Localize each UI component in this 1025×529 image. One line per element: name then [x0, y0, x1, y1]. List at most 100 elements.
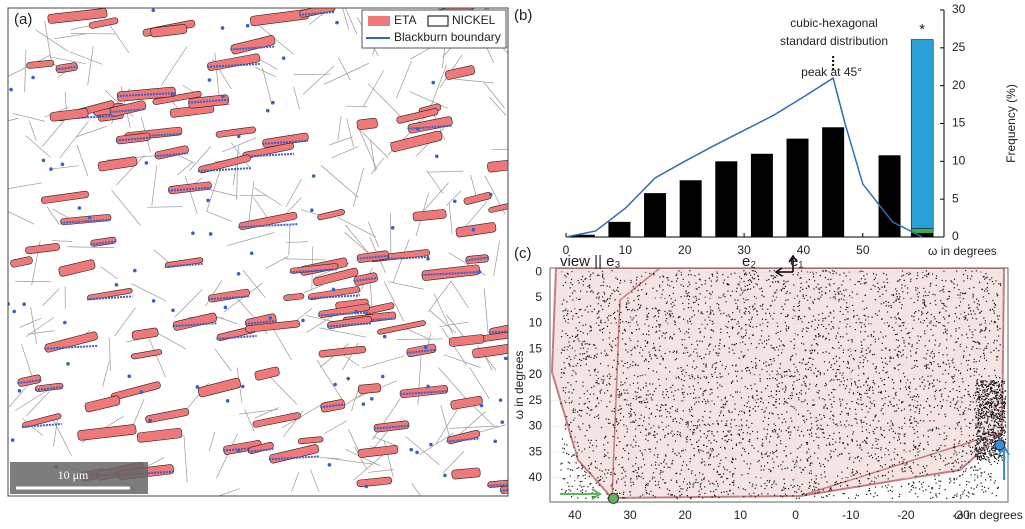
orientation-dot: [761, 486, 762, 487]
orientation-dot: [718, 308, 719, 309]
orientation-dot: [763, 363, 764, 364]
orientation-dot: [608, 423, 609, 424]
orientation-dot: [605, 455, 606, 456]
orientation-dot: [871, 289, 872, 290]
orientation-dot: [857, 399, 858, 400]
orientation-dot: [844, 272, 845, 273]
orientation-dot: [784, 303, 785, 304]
orientation-dot: [666, 277, 667, 278]
particle: [237, 134, 241, 138]
orientation-dot: [680, 432, 681, 433]
orientation-dot: [807, 460, 808, 461]
orientation-dot: [676, 473, 677, 474]
orientation-dot: [732, 365, 733, 366]
orientation-dot: [909, 332, 910, 333]
orientation-dot: [784, 419, 785, 420]
orientation-dot: [655, 464, 656, 465]
orientation-dot: [640, 305, 641, 306]
orientation-dot: [908, 333, 909, 334]
orientation-dot: [981, 380, 982, 381]
orientation-dot: [875, 299, 876, 300]
orientation-dot: [884, 379, 885, 380]
orientation-dot: [710, 442, 711, 443]
orientation-dot: [601, 427, 602, 428]
orientation-dot: [676, 274, 677, 275]
orientation-dot: [982, 432, 983, 433]
orientation-dot: [686, 331, 687, 332]
orientation-dot: [976, 405, 977, 406]
orientation-dot: [1001, 428, 1002, 429]
orientation-dot: [772, 300, 773, 301]
orientation-dot: [662, 281, 663, 282]
orientation-dot: [709, 417, 710, 418]
orientation-dot: [696, 352, 697, 353]
orientation-dot: [735, 371, 736, 372]
orientation-dot: [833, 422, 834, 423]
orientation-dot: [909, 337, 910, 338]
orientation-dot: [576, 468, 577, 469]
orientation-dot: [586, 351, 587, 352]
orientation-dot: [983, 445, 984, 446]
orientation-dot: [620, 280, 621, 281]
orientation-dot: [917, 464, 918, 465]
orientation-dot: [674, 453, 675, 454]
orientation-dot: [642, 454, 643, 455]
orientation-dot: [929, 292, 930, 293]
orientation-dot: [560, 463, 561, 464]
orientation-dot: [571, 496, 572, 497]
orientation-dot: [675, 390, 676, 391]
orientation-dot: [572, 292, 573, 293]
orientation-dot: [830, 329, 831, 330]
particle: [221, 95, 225, 99]
orientation-dot: [617, 493, 618, 494]
orientation-dot: [741, 351, 742, 352]
orientation-dot: [572, 454, 573, 455]
orientation-dot: [752, 277, 753, 278]
orientation-dot: [918, 319, 919, 320]
orientation-dot: [726, 315, 727, 316]
orientation-dot: [968, 360, 969, 361]
orientation-dot: [741, 316, 742, 317]
orientation-dot: [692, 416, 693, 417]
particle: [493, 439, 497, 443]
orientation-dot: [840, 486, 841, 487]
orientation-dot: [716, 481, 717, 482]
orientation-dot: [583, 348, 584, 349]
orientation-dot: [854, 418, 855, 419]
orientation-dot: [598, 480, 599, 481]
orientation-dot: [881, 457, 882, 458]
orientation-dot: [838, 328, 839, 329]
orientation-dot: [610, 472, 611, 473]
orientation-dot: [659, 285, 660, 286]
orientation-dot: [988, 409, 989, 410]
orientation-dot: [959, 327, 960, 328]
orientation-dot: [698, 274, 699, 275]
orientation-dot: [905, 443, 906, 444]
orientation-dot: [909, 405, 910, 406]
orientation-dot: [693, 425, 694, 426]
orientation-dot: [676, 358, 677, 359]
orientation-dot: [876, 458, 877, 459]
particle: [241, 385, 245, 389]
orientation-dot: [887, 364, 888, 365]
orientation-dot: [821, 419, 822, 420]
orientation-dot: [966, 347, 967, 348]
orientation-dot: [940, 290, 941, 291]
orientation-dot: [872, 457, 873, 458]
orientation-dot: [654, 431, 655, 432]
orientation-dot: [799, 301, 800, 302]
orientation-dot: [653, 274, 654, 275]
orientation-dot: [679, 486, 680, 487]
orientation-dot: [827, 370, 828, 371]
orientation-dot: [1005, 422, 1006, 423]
orientation-dot: [702, 474, 703, 475]
orientation-dot: [941, 394, 942, 395]
orientation-dot: [683, 286, 684, 287]
orientation-dot: [567, 273, 568, 274]
orientation-dot: [990, 309, 991, 310]
orientation-dot: [953, 283, 954, 284]
orientation-dot: [865, 326, 866, 327]
orientation-dot: [782, 382, 783, 383]
orientation-dot: [943, 271, 944, 272]
orientation-dot: [761, 392, 762, 393]
